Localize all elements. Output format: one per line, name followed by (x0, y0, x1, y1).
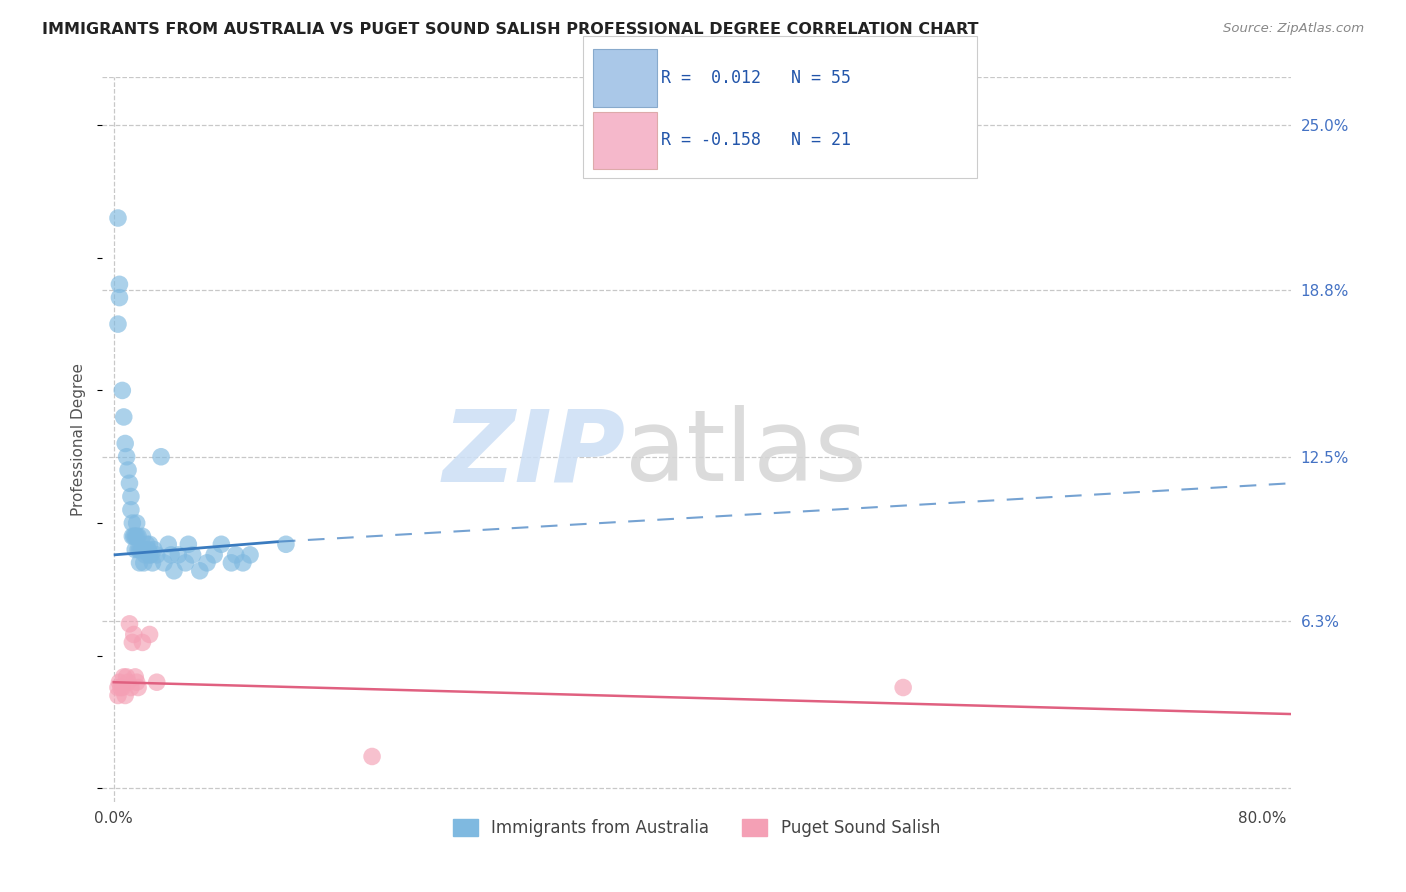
Point (202, 548, 225, 562)
Point (145, 548, 167, 562)
Point (107, 689, 129, 703)
Point (117, 675, 139, 690)
Point (167, 548, 190, 562)
Text: R =  0.012   N = 55: R = 0.012 N = 55 (661, 69, 851, 87)
Point (110, 681, 132, 695)
Point (115, 450, 138, 464)
Point (107, 211, 129, 225)
Point (107, 317, 129, 331)
Y-axis label: Professional Degree: Professional Degree (72, 363, 86, 516)
Point (118, 476, 141, 491)
Point (120, 681, 142, 695)
Point (121, 516, 143, 530)
Point (122, 529, 145, 543)
Point (153, 556, 176, 570)
Point (125, 529, 148, 543)
Point (134, 542, 156, 557)
Point (157, 537, 180, 551)
Point (138, 627, 160, 641)
Point (135, 537, 157, 551)
Point (114, 436, 136, 450)
Point (127, 529, 149, 543)
Point (124, 542, 146, 557)
Point (111, 384, 134, 398)
Point (225, 548, 247, 562)
Point (120, 503, 142, 517)
Point (117, 463, 139, 477)
Point (134, 548, 156, 562)
Point (112, 670, 135, 684)
Text: R = -0.158   N = 21: R = -0.158 N = 21 (661, 131, 851, 149)
Point (138, 537, 160, 551)
Text: IMMIGRANTS FROM AUSTRALIA VS PUGET SOUND SALISH PROFESSIONAL DEGREE CORRELATION : IMMIGRANTS FROM AUSTRALIA VS PUGET SOUND… (42, 22, 979, 37)
Point (108, 277, 131, 292)
Point (121, 529, 143, 543)
Point (128, 542, 150, 557)
Point (129, 542, 152, 557)
Point (209, 537, 232, 551)
Point (160, 548, 183, 562)
Point (136, 542, 159, 557)
Point (131, 529, 153, 543)
Point (145, 675, 167, 690)
Text: ZIP: ZIP (441, 406, 626, 502)
Point (108, 675, 131, 690)
Point (121, 635, 143, 649)
Text: Source: ZipAtlas.com: Source: ZipAtlas.com (1223, 22, 1364, 36)
Point (118, 616, 141, 631)
Point (274, 537, 297, 551)
Point (107, 681, 129, 695)
Point (181, 548, 204, 562)
Point (120, 490, 142, 504)
Point (139, 548, 162, 562)
Point (891, 681, 914, 695)
Point (221, 556, 243, 570)
Point (138, 548, 160, 562)
Point (124, 670, 146, 684)
Point (177, 537, 200, 551)
Point (174, 556, 197, 570)
Point (125, 675, 148, 690)
Point (361, 749, 384, 764)
Point (127, 681, 149, 695)
Point (122, 627, 145, 641)
Point (125, 516, 148, 530)
Point (115, 670, 138, 684)
Point (114, 689, 136, 703)
Point (163, 564, 186, 578)
Point (195, 556, 218, 570)
Point (141, 556, 163, 570)
Point (108, 291, 131, 305)
Point (188, 564, 211, 578)
Point (112, 409, 135, 424)
Point (127, 542, 149, 557)
Point (111, 681, 134, 695)
Point (232, 556, 254, 570)
Point (150, 450, 173, 464)
Point (132, 556, 155, 570)
Point (131, 635, 153, 649)
Point (142, 542, 165, 557)
Point (239, 548, 262, 562)
Point (124, 529, 146, 543)
Text: atlas: atlas (626, 406, 866, 502)
Legend: Immigrants from Australia, Puget Sound Salish: Immigrants from Australia, Puget Sound S… (446, 813, 946, 844)
Point (131, 542, 153, 557)
Point (128, 556, 150, 570)
